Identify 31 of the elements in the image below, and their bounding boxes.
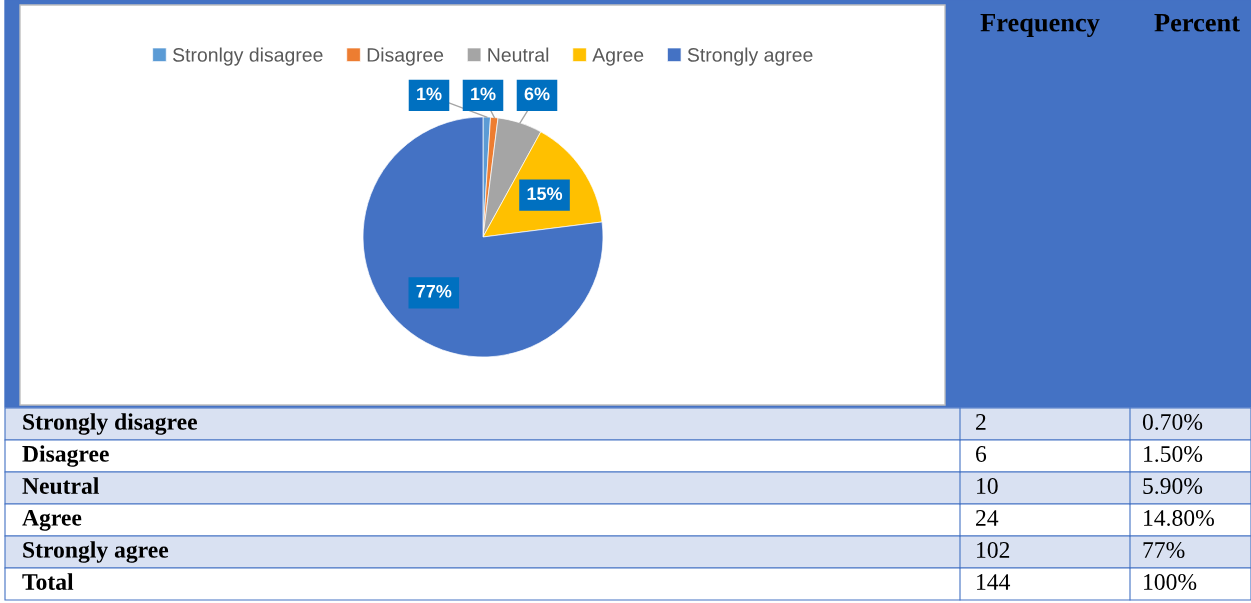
- legend-label: Stronlgy disagree: [172, 47, 323, 66]
- text: 100%: [1144, 573, 1197, 590]
- text: Frequency: [980, 13, 1100, 37]
- text: 0.70%: [1142, 413, 1203, 431]
- text: 144: [977, 574, 1011, 590]
- text: 10: [977, 477, 998, 494]
- data-label: 77%: [416, 284, 452, 298]
- legend-label: Agree: [592, 48, 644, 66]
- text: 24: [976, 510, 999, 526]
- text: 2: [976, 414, 986, 430]
- text: 6: [976, 446, 987, 462]
- text: 1.50%: [1144, 445, 1203, 463]
- legend-label: Neutral: [488, 47, 549, 62]
- text: Total: [22, 573, 74, 590]
- text: Neutral: [22, 477, 99, 494]
- legend-label: Disagree: [367, 47, 444, 66]
- data-label: 15%: [527, 187, 563, 201]
- pie-slice: [362, 116, 604, 358]
- data-label: 1%: [417, 87, 442, 101]
- text: Disagree: [22, 445, 109, 467]
- data-label: 6%: [524, 87, 550, 101]
- text: 14.80%: [1144, 509, 1214, 527]
- text: Percent: [1154, 14, 1240, 32]
- text: 77%: [1143, 541, 1185, 558]
- legend-label: Strongly agree: [687, 47, 813, 66]
- data-label: 1%: [471, 87, 496, 101]
- text: 102: [977, 541, 1010, 558]
- text: Strongly disagree: [23, 413, 197, 435]
- text: 5.90%: [1143, 477, 1203, 495]
- text: Agree: [22, 509, 82, 531]
- text: Strongly agree: [23, 541, 169, 563]
